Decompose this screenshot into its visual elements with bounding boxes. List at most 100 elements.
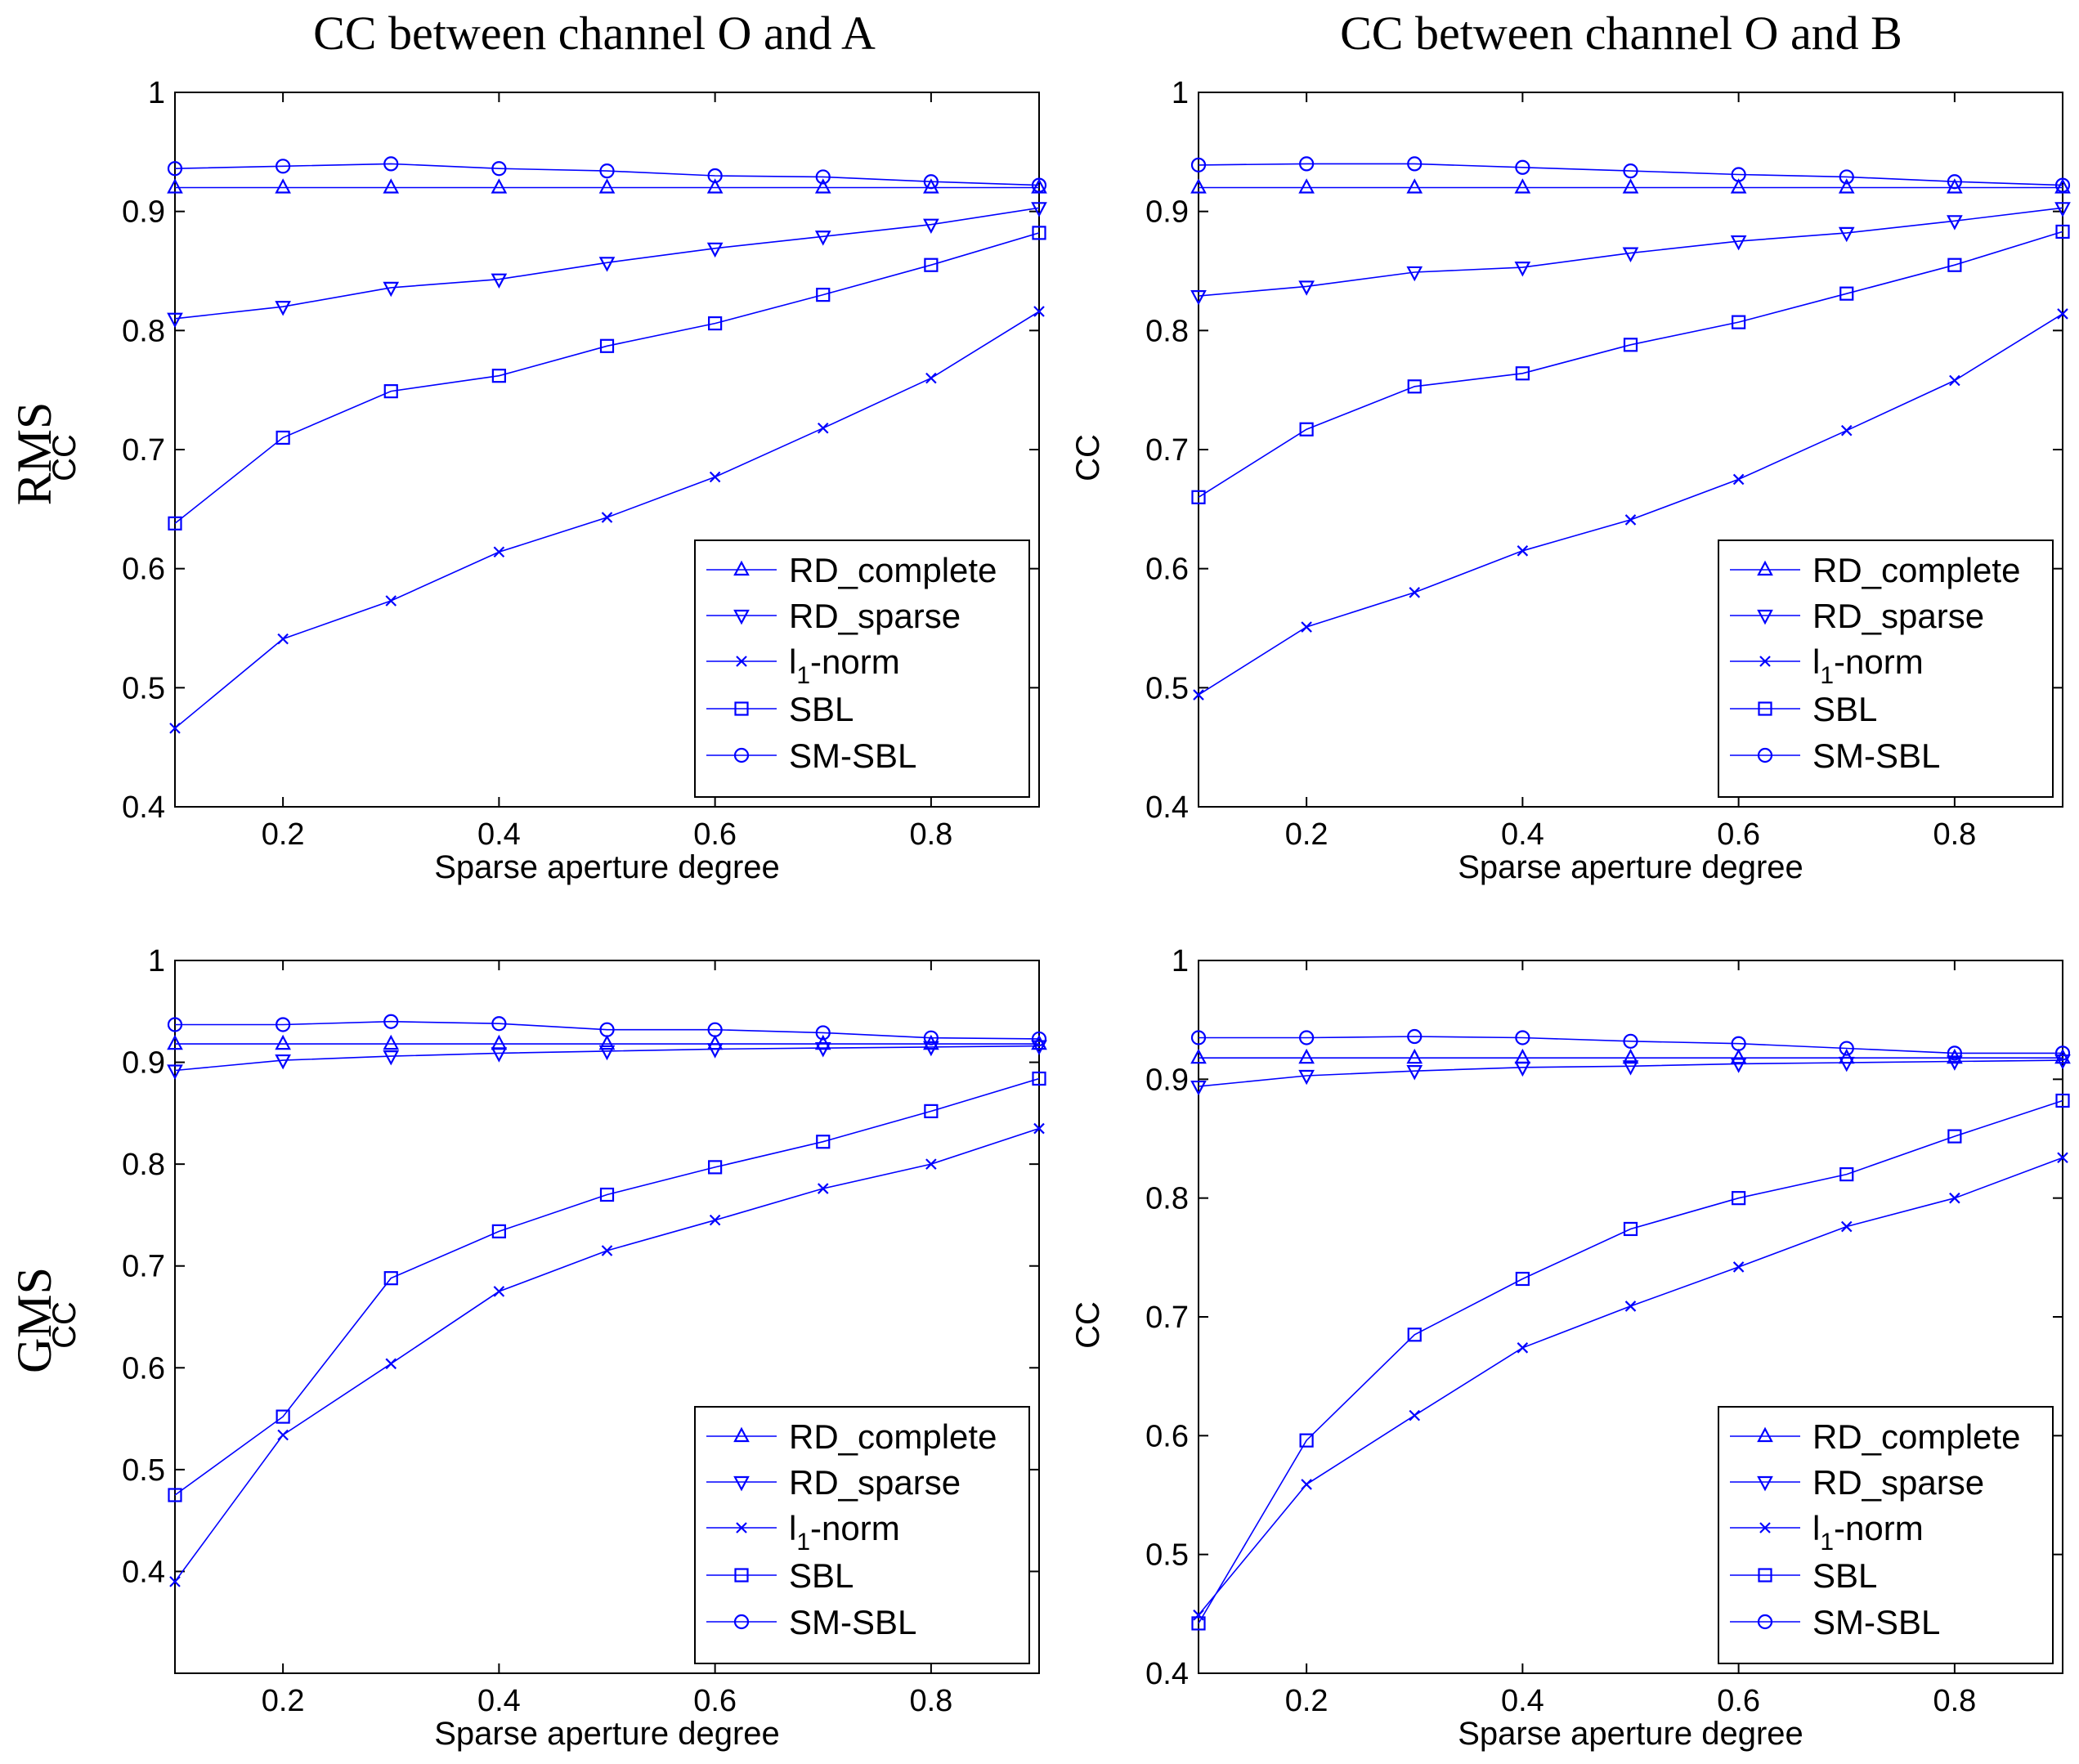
data-point-sm-sbl bbox=[1947, 1045, 1962, 1061]
data-point-sm-sbl bbox=[923, 1030, 939, 1045]
data-point-rd_sparse bbox=[1838, 1056, 1855, 1072]
data-point-rd_complete bbox=[1622, 1048, 1639, 1064]
y-tick-label: 0.9 bbox=[122, 195, 165, 230]
legend-label-rd_complete: RD_complete bbox=[789, 551, 997, 589]
data-point-sbl bbox=[383, 1271, 398, 1286]
data-point-sbl bbox=[1732, 315, 1746, 329]
data-point-rd_sparse bbox=[1730, 1058, 1747, 1073]
data-point-rd_sparse bbox=[1514, 1061, 1531, 1077]
row-label-rms: RMS bbox=[7, 402, 61, 506]
data-point-sm-sbl bbox=[1031, 1031, 1047, 1047]
y-axis-label: CC bbox=[47, 1301, 83, 1349]
x-tick-label: 0.6 bbox=[1717, 1684, 1760, 1718]
legend-box bbox=[1718, 539, 2054, 798]
data-point-sbl bbox=[276, 1409, 290, 1424]
data-point-rd_complete bbox=[1406, 178, 1423, 194]
data-point-sbl bbox=[1191, 490, 1206, 504]
data-point-l1-norm bbox=[1840, 1220, 1853, 1233]
data-point-l1-norm bbox=[1033, 306, 1045, 317]
legend-label-sm-sbl: SM-SBL bbox=[789, 1603, 916, 1641]
y-axis-label: CC bbox=[47, 434, 83, 481]
data-point-l1-norm bbox=[1840, 424, 1853, 437]
data-point-rd_complete bbox=[1190, 1048, 1207, 1064]
data-point-sbl bbox=[708, 1160, 723, 1175]
data-point-rd_complete bbox=[2054, 1048, 2071, 1064]
legend-marker-l1-norm bbox=[736, 1522, 747, 1533]
data-point-l1-norm bbox=[925, 372, 937, 384]
data-point-rd_complete bbox=[1190, 178, 1207, 194]
data-point-sm-sbl bbox=[599, 163, 615, 179]
y-tick-label: 1 bbox=[1172, 944, 1189, 978]
data-point-rd_complete bbox=[1622, 178, 1639, 194]
data-point-rd_sparse bbox=[1031, 1040, 1047, 1055]
data-point-rd_sparse bbox=[923, 1041, 939, 1057]
data-point-rd_complete bbox=[167, 1034, 183, 1050]
y-tick-label: 0.7 bbox=[122, 433, 165, 468]
x-tick-label: 0.6 bbox=[693, 817, 737, 852]
x-axis-label: Sparse aperture degree bbox=[434, 1716, 780, 1752]
chart-panel-1: 0.2 0.4 0.6 0.8 0.4 0.5 0.6 0.7 0.8 0.9 1 Sparse ap… bbox=[47, 76, 1047, 885]
data-point-sbl bbox=[1839, 1166, 1854, 1182]
data-point-sm-sbl bbox=[1190, 157, 1207, 172]
data-point-sm-sbl bbox=[815, 169, 831, 185]
legend-marker-sbl bbox=[734, 701, 749, 716]
data-point-sm-sbl bbox=[1731, 167, 1746, 182]
data-point-l1-norm bbox=[2057, 1152, 2068, 1164]
y-tick-label: 0.5 bbox=[122, 1453, 165, 1488]
data-point-sbl bbox=[168, 1488, 182, 1502]
legend-label-sbl: SBL bbox=[789, 1556, 854, 1595]
y-tick-label: 0.7 bbox=[122, 1250, 165, 1284]
data-point-sm-sbl bbox=[491, 1016, 507, 1032]
data-point-rd_sparse bbox=[1406, 266, 1423, 282]
legend-marker-sm-sbl bbox=[733, 747, 750, 763]
legend-marker-rd_complete bbox=[1757, 1426, 1773, 1443]
legend-marker-l1-norm bbox=[1759, 1522, 1771, 1533]
data-point-rd_complete bbox=[1730, 178, 1747, 194]
data-point-rd_complete bbox=[598, 178, 616, 194]
data-point-rd_complete bbox=[275, 1034, 291, 1050]
legend-label-rd_complete: RD_complete bbox=[1812, 1417, 2020, 1456]
legend-label-sm-sbl: SM-SBL bbox=[1812, 736, 1940, 775]
data-point-l1-norm bbox=[169, 1576, 181, 1587]
y-tick-label: 0.5 bbox=[122, 671, 165, 705]
y-tick-label: 0.4 bbox=[122, 1555, 165, 1589]
data-point-sm-sbl bbox=[1407, 1028, 1423, 1045]
data-point-sm-sbl bbox=[1623, 163, 1638, 179]
x-tick-label: 0.2 bbox=[1285, 1684, 1328, 1718]
data-point-rd_sparse bbox=[491, 1047, 508, 1063]
x-tick-label: 0.8 bbox=[1933, 817, 1976, 852]
x-tick-label: 0.8 bbox=[909, 1684, 952, 1718]
column-title-right: CC between channel O and B bbox=[1340, 7, 1902, 60]
legend-label-rd_complete: RD_complete bbox=[1812, 551, 2020, 589]
data-point-sm-sbl bbox=[167, 1017, 183, 1032]
y-tick-label: 0.7 bbox=[1145, 433, 1189, 468]
data-point-rd_complete bbox=[383, 178, 400, 194]
series-line-sbl bbox=[1198, 231, 2063, 498]
data-point-rd_sparse bbox=[1730, 235, 1747, 251]
data-point-sbl bbox=[2055, 224, 2070, 240]
column-title-left: CC between channel O and A bbox=[313, 7, 876, 60]
data-point-sbl bbox=[1299, 1433, 1314, 1448]
data-point-rd_sparse bbox=[1190, 289, 1207, 306]
data-point-sbl bbox=[1515, 366, 1530, 381]
data-point-l1-norm bbox=[817, 423, 829, 434]
series-line-sm-sbl bbox=[1198, 163, 2063, 186]
data-point-sbl bbox=[1191, 1616, 1206, 1631]
y-tick-label: 1 bbox=[148, 76, 165, 110]
data-point-sbl bbox=[1623, 338, 1638, 352]
data-point-sbl bbox=[383, 384, 398, 399]
data-point-rd_complete bbox=[814, 178, 831, 194]
data-point-l1-norm bbox=[169, 723, 181, 734]
data-point-l1-norm bbox=[1732, 473, 1745, 486]
data-point-rd_sparse bbox=[706, 242, 724, 258]
data-point-l1-norm bbox=[1409, 1409, 1421, 1421]
data-point-sm-sbl bbox=[1407, 156, 1423, 172]
data-point-sm-sbl bbox=[1839, 1041, 1854, 1056]
legend-label-rd_sparse: RD_sparse bbox=[1812, 1463, 1984, 1502]
legend-label-sbl: SBL bbox=[1812, 1556, 1877, 1595]
data-point-l1-norm bbox=[709, 1214, 721, 1226]
